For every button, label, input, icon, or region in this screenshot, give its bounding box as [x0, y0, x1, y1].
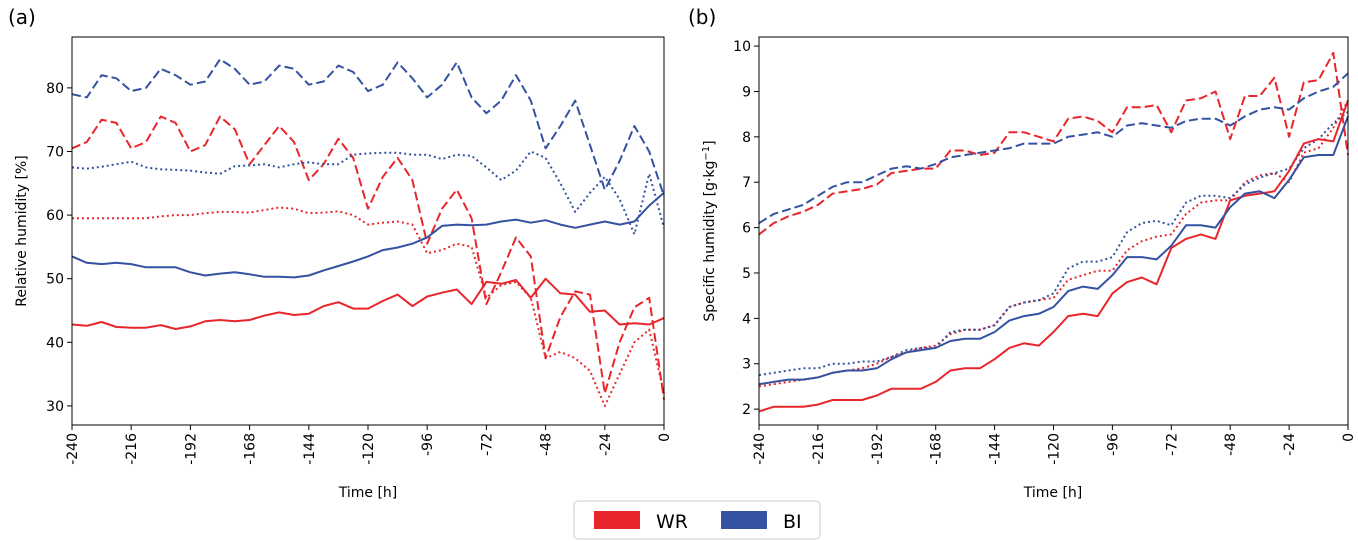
- panel-b-x-tick-label: -168: [929, 433, 945, 465]
- panel-a-x-tick-label: 0: [657, 433, 673, 442]
- panel-a-x-ticks: -240 -216 -192 -168 -144 -120 -96 -72 -48 -24 0: [65, 425, 673, 465]
- panel-b-y-tick-label: 10: [733, 39, 751, 55]
- legend: WR BI: [573, 500, 821, 540]
- panel-a-series-wr-dashed: [71, 115, 665, 400]
- panel-a: (a) -240 -216 -192 -168 -144 -120 -96 -72 -48 -24…: [8, 5, 673, 501]
- panel-b-label: (b): [688, 5, 716, 29]
- panel-a-x-tick-label: -192: [183, 433, 199, 465]
- panel-b-x-tick-label: 0: [1341, 433, 1357, 442]
- panel-b-y-tick-label: 8: [742, 130, 751, 146]
- panel-a-x-tick-label: -24: [598, 433, 614, 456]
- panel-b-y-axis-label-tail: ]: [702, 140, 718, 145]
- legend-swatch-wr: [594, 511, 640, 529]
- panel-a-x-tick-label: -96: [420, 433, 436, 456]
- panel-b-x-tick-label: -240: [752, 433, 768, 465]
- panel-a-series-bi-dashed: [71, 58, 665, 197]
- panel-a-x-axis-label: Time [h]: [338, 485, 398, 501]
- panel-b-y-tick-label: 4: [742, 311, 751, 327]
- panel-a-x-tick-label: -48: [539, 433, 555, 456]
- panel-a-series-wr-solid: [71, 277, 665, 330]
- panel-b-x-tick-label: -72: [1164, 433, 1180, 456]
- panel-b-plot-frame: [758, 36, 1349, 426]
- legend-label-bi: BI: [783, 511, 802, 533]
- panel-b-series-wr-dotted: [758, 100, 1349, 388]
- panel-b-x-tick-label: -192: [870, 433, 886, 465]
- panel-a-series-bi-dotted: [71, 150, 665, 236]
- panel-a-series-group: [71, 58, 665, 407]
- panel-b-y-tick-label: 6: [742, 221, 751, 237]
- panel-a-y-tick-label: 40: [46, 335, 64, 351]
- legend-frame: [573, 500, 821, 540]
- panel-a-x-tick-label: -168: [243, 433, 259, 465]
- panel-a-x-tick-label: -120: [361, 433, 377, 465]
- panel-b-series-wr-solid: [758, 100, 1349, 413]
- panel-a-series-bi-solid: [71, 192, 665, 279]
- legend-swatch-bi: [721, 511, 767, 529]
- legend-label-wr: WR: [656, 511, 688, 533]
- panel-b-y-ticks: 2 3 4 5 6 7 8 9 10: [733, 39, 759, 418]
- panel-b: (b) -240 -216 -192 -168 -144 -120 -96 -72 -48 -24…: [688, 5, 1357, 501]
- panel-b-x-ticks: -240 -216 -192 -168 -144 -120 -96 -72 -48 -24 0: [752, 425, 1357, 465]
- panel-b-x-tick-label: -48: [1223, 433, 1239, 456]
- panel-b-x-tick-label: -96: [1105, 433, 1121, 456]
- panel-b-y-tick-label: 2: [742, 402, 751, 418]
- panel-b-series-bi-solid: [758, 116, 1349, 386]
- panel-a-y-tick-label: 80: [46, 81, 64, 97]
- panel-a-x-tick-label: -240: [65, 433, 81, 465]
- panel-b-y-tick-label: 7: [742, 175, 751, 191]
- panel-a-y-tick-label: 70: [46, 144, 64, 160]
- panel-b-y-axis-label-main: Specific humidity [g·kg: [702, 161, 718, 322]
- panel-a-x-tick-label: -72: [479, 433, 495, 456]
- panel-a-x-tick-label: -216: [124, 433, 140, 465]
- panel-b-x-tick-label: -216: [811, 433, 827, 465]
- panel-a-y-tick-label: 60: [46, 208, 64, 224]
- panel-a-y-ticks: 30 40 50 60 70 80: [46, 81, 72, 415]
- panel-b-series-group: [758, 51, 1349, 413]
- panel-b-x-axis-label: Time [h]: [1023, 485, 1083, 501]
- panel-a-label: (a): [8, 5, 36, 29]
- panel-b-x-tick-label: -24: [1282, 433, 1298, 456]
- panel-b-series-bi-dotted: [758, 111, 1349, 377]
- panel-b-x-tick-label: -144: [988, 433, 1004, 465]
- panel-b-x-tick-label: -120: [1047, 433, 1063, 465]
- panel-b-y-tick-label: 9: [742, 84, 751, 100]
- panel-a-series-wr-dotted: [72, 206, 665, 407]
- panel-b-y-axis-label-exp: −1: [701, 146, 712, 161]
- panel-b-y-axis-label: Specific humidity [g·kg−1]: [701, 140, 718, 321]
- panel-b-series-bi-dashed: [758, 72, 1349, 224]
- panel-a-x-tick-label: -144: [302, 433, 318, 465]
- panel-b-y-tick-label: 5: [742, 266, 751, 282]
- panel-a-plot-frame: [71, 36, 665, 426]
- panel-b-series-wr-dashed: [758, 51, 1349, 236]
- panel-a-y-tick-label: 50: [46, 272, 64, 288]
- panel-a-y-axis-label: Relative humidity [%]: [14, 155, 30, 306]
- panel-b-y-tick-label: 3: [742, 357, 751, 373]
- panel-a-y-tick-label: 30: [46, 399, 64, 415]
